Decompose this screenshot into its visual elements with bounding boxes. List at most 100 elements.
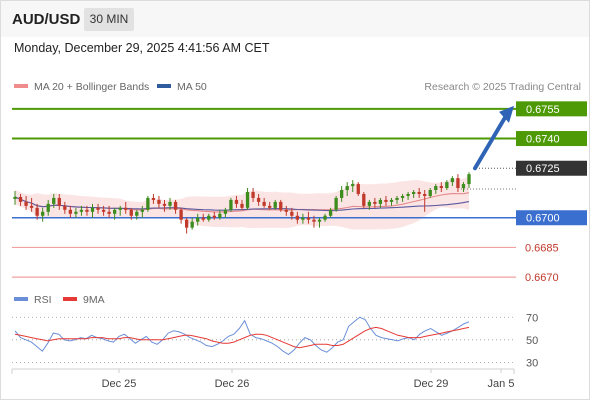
candle-down [68, 209, 73, 214]
candle-up [245, 192, 250, 208]
candle-down [456, 178, 460, 189]
candle-down [129, 209, 133, 216]
candle-up [400, 195, 405, 198]
level-tags: 0.6755 0.6740 0.6725 0.6700 0.6685 0.6670 [516, 101, 587, 284]
rsi-tick-label: 50 [526, 335, 538, 347]
x-tick-label: Dec 26 [215, 378, 250, 390]
candle-down [356, 184, 360, 194]
candles-layer [13, 172, 471, 234]
candle-up [395, 197, 399, 200]
candle-down [24, 201, 28, 206]
level-label-0.6755: 0.6755 [526, 104, 560, 116]
level-tag-0.6740 [516, 131, 587, 147]
candle-up [351, 184, 355, 187]
rsi-panel: 70 50 30 [12, 312, 538, 369]
legend-label-ma20: MA 20 + Bollinger Bands [34, 81, 150, 93]
rsi-legend-label: RSI [34, 294, 52, 306]
candle-up [367, 201, 372, 206]
rsi-legend-swatch [14, 297, 28, 301]
candle-up [406, 193, 410, 196]
candle-down [157, 199, 161, 204]
candle-down [29, 205, 34, 208]
level-label-0.6685: 0.6685 [525, 242, 559, 254]
level-label-0.6740: 0.6740 [526, 134, 560, 146]
datetime-label: Monday, December 29, 2025 4:41:56 AM CET [14, 41, 270, 55]
candle-down [417, 192, 421, 194]
legend-label-ma50: MA 50 [177, 81, 207, 93]
rsi-ma-line [14, 326, 470, 349]
x-tick-label: Dec 29 [414, 378, 449, 390]
candle-down [268, 205, 272, 208]
candle-up [467, 174, 471, 185]
candle-up [339, 190, 344, 198]
candle-up [301, 217, 305, 220]
x-tick-labels: Dec 25 Dec 26 Dec 29 Jan 5 [102, 369, 515, 390]
candle-down [101, 209, 106, 212]
candle-down [384, 199, 388, 202]
level-tag-0.6700 [516, 210, 587, 226]
candle-down [63, 205, 67, 210]
candle-up [196, 217, 200, 222]
candle-up [450, 178, 455, 183]
rsi-line [14, 316, 470, 356]
candle-up [334, 197, 338, 210]
candle-down [306, 217, 311, 220]
legend-item-ma50: MA 50 [157, 81, 207, 93]
candle-down [373, 201, 377, 204]
candle-down [439, 186, 443, 189]
candle-up [135, 211, 139, 216]
candle-down [251, 192, 255, 198]
symbol-title: AUD/USD [12, 11, 81, 28]
rsi-legend: RSI 9MA [14, 294, 105, 306]
candle-down [284, 209, 288, 212]
candle-up [41, 211, 45, 216]
candle-down [35, 207, 39, 216]
candle-down [151, 197, 156, 200]
candle-down [173, 201, 178, 210]
candle-up [79, 209, 84, 212]
candle-down [262, 201, 266, 206]
candle-down [312, 219, 316, 222]
candle-down [290, 211, 294, 216]
candle-down [107, 211, 111, 214]
level-tag-0.6755 [516, 101, 587, 117]
candle-up [411, 192, 416, 194]
candle-up [323, 215, 327, 220]
timeframe-badge[interactable]: 30 MIN [84, 8, 134, 31]
candle-down [240, 203, 244, 208]
x-tick-label: Jan 5 [488, 378, 515, 390]
rsi-tick-label: 30 [526, 357, 538, 369]
candle-up [229, 199, 233, 210]
candle-up [273, 201, 277, 208]
candle-down [184, 219, 189, 228]
candle-up [445, 182, 449, 189]
candle-up [434, 186, 438, 191]
candle-up [218, 213, 222, 218]
candle-up [146, 197, 150, 210]
candle-down [295, 215, 300, 220]
candle-up [345, 186, 349, 191]
candle-up [52, 197, 56, 204]
candle-up [168, 201, 172, 206]
candle-down [423, 193, 427, 196]
candle-up [317, 219, 322, 222]
candle-up [190, 221, 194, 228]
candle-up [328, 209, 333, 216]
level-label-0.6700: 0.6700 [526, 213, 560, 225]
candle-down [362, 193, 366, 206]
candle-down [201, 217, 205, 220]
candle-down [85, 209, 89, 212]
rsi-ma-legend-label: 9MA [83, 294, 105, 306]
candle-down [18, 196, 23, 202]
candle-down [96, 207, 100, 210]
candle-down [212, 215, 216, 218]
candle-up [90, 207, 95, 212]
candle-up [223, 209, 228, 214]
candle-up [389, 199, 394, 202]
rsi-tick-label: 70 [526, 312, 538, 324]
candle-down [162, 203, 167, 206]
candle-down [234, 199, 239, 204]
current-price-tag [516, 160, 587, 176]
